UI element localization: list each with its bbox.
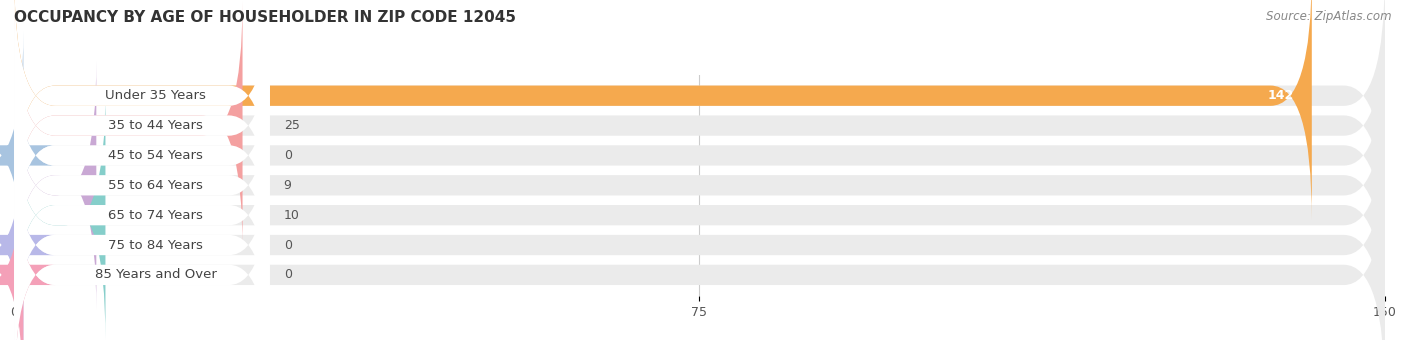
Text: 85 Years and Over: 85 Years and Over bbox=[94, 268, 217, 282]
FancyBboxPatch shape bbox=[14, 61, 1385, 309]
Text: Under 35 Years: Under 35 Years bbox=[105, 89, 207, 102]
Text: 75 to 84 Years: 75 to 84 Years bbox=[108, 239, 202, 252]
FancyBboxPatch shape bbox=[14, 31, 1385, 280]
FancyBboxPatch shape bbox=[14, 61, 270, 309]
FancyBboxPatch shape bbox=[14, 1, 270, 250]
Text: 0: 0 bbox=[284, 149, 291, 162]
FancyBboxPatch shape bbox=[0, 151, 55, 340]
Text: Source: ZipAtlas.com: Source: ZipAtlas.com bbox=[1267, 10, 1392, 23]
FancyBboxPatch shape bbox=[14, 31, 270, 280]
FancyBboxPatch shape bbox=[14, 91, 270, 339]
FancyBboxPatch shape bbox=[14, 151, 270, 340]
Text: 0: 0 bbox=[284, 268, 291, 282]
Text: 55 to 64 Years: 55 to 64 Years bbox=[108, 179, 202, 192]
FancyBboxPatch shape bbox=[14, 1, 1385, 250]
Text: 10: 10 bbox=[284, 209, 299, 222]
FancyBboxPatch shape bbox=[0, 31, 55, 280]
FancyBboxPatch shape bbox=[14, 0, 1312, 220]
FancyBboxPatch shape bbox=[14, 61, 96, 309]
FancyBboxPatch shape bbox=[14, 121, 1385, 340]
Text: 45 to 54 Years: 45 to 54 Years bbox=[108, 149, 202, 162]
FancyBboxPatch shape bbox=[14, 91, 1385, 339]
Text: 35 to 44 Years: 35 to 44 Years bbox=[108, 119, 202, 132]
FancyBboxPatch shape bbox=[14, 91, 105, 339]
FancyBboxPatch shape bbox=[0, 121, 55, 340]
FancyBboxPatch shape bbox=[14, 151, 1385, 340]
FancyBboxPatch shape bbox=[14, 1, 243, 250]
FancyBboxPatch shape bbox=[14, 0, 270, 220]
FancyBboxPatch shape bbox=[14, 121, 270, 340]
Text: 142: 142 bbox=[1267, 89, 1294, 102]
Text: 65 to 74 Years: 65 to 74 Years bbox=[108, 209, 202, 222]
FancyBboxPatch shape bbox=[14, 0, 1385, 220]
Text: 25: 25 bbox=[284, 119, 299, 132]
Text: 9: 9 bbox=[284, 179, 291, 192]
Text: OCCUPANCY BY AGE OF HOUSEHOLDER IN ZIP CODE 12045: OCCUPANCY BY AGE OF HOUSEHOLDER IN ZIP C… bbox=[14, 10, 516, 25]
Text: 0: 0 bbox=[284, 239, 291, 252]
